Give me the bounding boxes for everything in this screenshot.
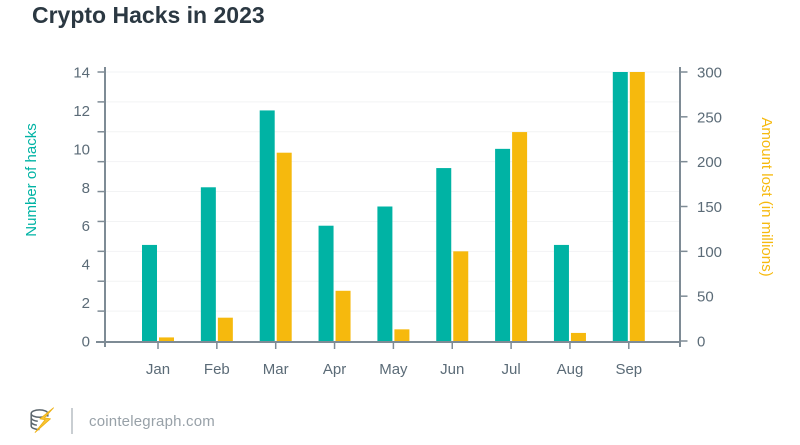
right-tick-label: 200 xyxy=(697,154,722,171)
month-label: Apr xyxy=(323,361,346,378)
right-axis-title: Amount lost (in millions) xyxy=(758,117,775,276)
footer-divider xyxy=(71,408,73,434)
bar-amount-aug xyxy=(570,332,586,341)
bar-hacks-jul xyxy=(495,148,511,341)
bar-hacks-apr xyxy=(318,225,334,341)
left-tick-label: 10 xyxy=(73,141,90,158)
bar-hacks-sep xyxy=(612,72,628,341)
bar-hacks-aug xyxy=(553,244,569,341)
month-label: May xyxy=(379,361,408,378)
bar-hacks-jun xyxy=(436,168,452,341)
chart-title: Crypto Hacks in 2023 xyxy=(32,2,265,28)
bar-amount-apr xyxy=(335,290,351,341)
month-label: Feb xyxy=(204,361,230,378)
source-site-label: cointelegraph.com xyxy=(89,412,215,430)
footer: cointelegraph.com xyxy=(28,406,215,436)
cointelegraph-logo xyxy=(30,407,54,433)
left-axis-title: Number of hacks xyxy=(23,123,40,236)
right-tick-label: 300 xyxy=(697,65,722,82)
lightning-bolt-icon xyxy=(34,407,54,433)
right-tick-label: 100 xyxy=(697,244,722,261)
bar-amount-jun xyxy=(453,251,469,341)
bar-amount-jul xyxy=(512,132,528,341)
month-label: Jun xyxy=(440,361,464,378)
right-tick-label: 250 xyxy=(697,109,722,126)
bar-hacks-may xyxy=(377,206,393,341)
left-tick-label: 4 xyxy=(82,257,90,274)
bar-amount-sep xyxy=(629,72,645,341)
bar-hacks-jan xyxy=(142,244,157,341)
bar-hacks-feb xyxy=(200,187,216,341)
right-tick-label: 0 xyxy=(697,334,705,351)
month-label: Jan xyxy=(146,361,170,378)
bar-amount-mar xyxy=(276,152,292,341)
bar-amount-feb xyxy=(217,317,233,341)
left-tick-label: 12 xyxy=(73,103,90,120)
left-tick-label: 8 xyxy=(82,180,90,197)
left-tick-label: 0 xyxy=(82,334,90,351)
left-tick-label: 6 xyxy=(82,218,90,235)
left-tick-label: 14 xyxy=(73,65,90,82)
bar-amount-jan xyxy=(159,337,174,341)
right-tick-label: 50 xyxy=(697,289,714,306)
month-label: Mar xyxy=(263,361,289,378)
bar-amount-may xyxy=(394,329,410,341)
month-label: Sep xyxy=(615,361,642,378)
month-label: Aug xyxy=(557,361,584,378)
bar-hacks-mar xyxy=(259,110,275,341)
month-label: Jul xyxy=(502,361,521,378)
left-tick-label: 2 xyxy=(82,295,90,312)
right-tick-label: 150 xyxy=(697,199,722,216)
